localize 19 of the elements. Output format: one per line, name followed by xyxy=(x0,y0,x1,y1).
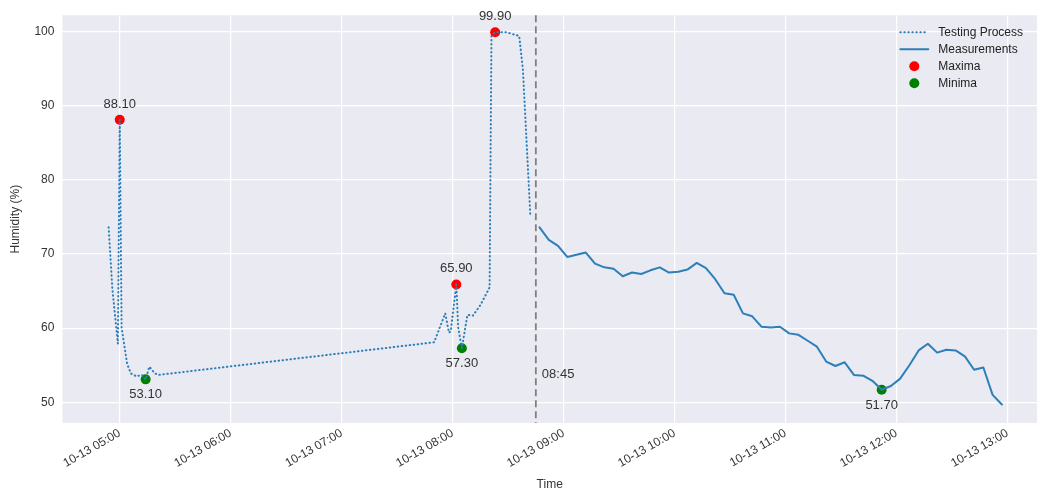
x-axis-title: Time xyxy=(536,477,564,492)
legend-label: Measurements xyxy=(938,41,1018,56)
y-tick-label: 50 xyxy=(41,394,55,409)
data-label: 65.90 xyxy=(440,260,473,276)
y-tick-label: 90 xyxy=(41,97,55,112)
y-tick-label: 100 xyxy=(34,23,55,38)
ref-line-label: 08:45 xyxy=(541,365,575,381)
y-axis-title: Humidity (%) xyxy=(7,184,22,254)
data-label: 53.10 xyxy=(129,386,162,402)
data-label: 51.70 xyxy=(865,396,898,412)
legend-label: Testing Process xyxy=(938,24,1023,39)
y-tick-label: 60 xyxy=(41,320,55,335)
y-tick-label: 80 xyxy=(41,172,55,187)
data-label: 57.30 xyxy=(445,355,479,371)
legend-label: Maxima xyxy=(938,58,981,73)
data-label: 88.10 xyxy=(103,95,137,111)
y-tick-label: 70 xyxy=(41,246,55,261)
legend-label: Minima xyxy=(938,75,978,90)
data-label: 99.90 xyxy=(478,8,512,24)
